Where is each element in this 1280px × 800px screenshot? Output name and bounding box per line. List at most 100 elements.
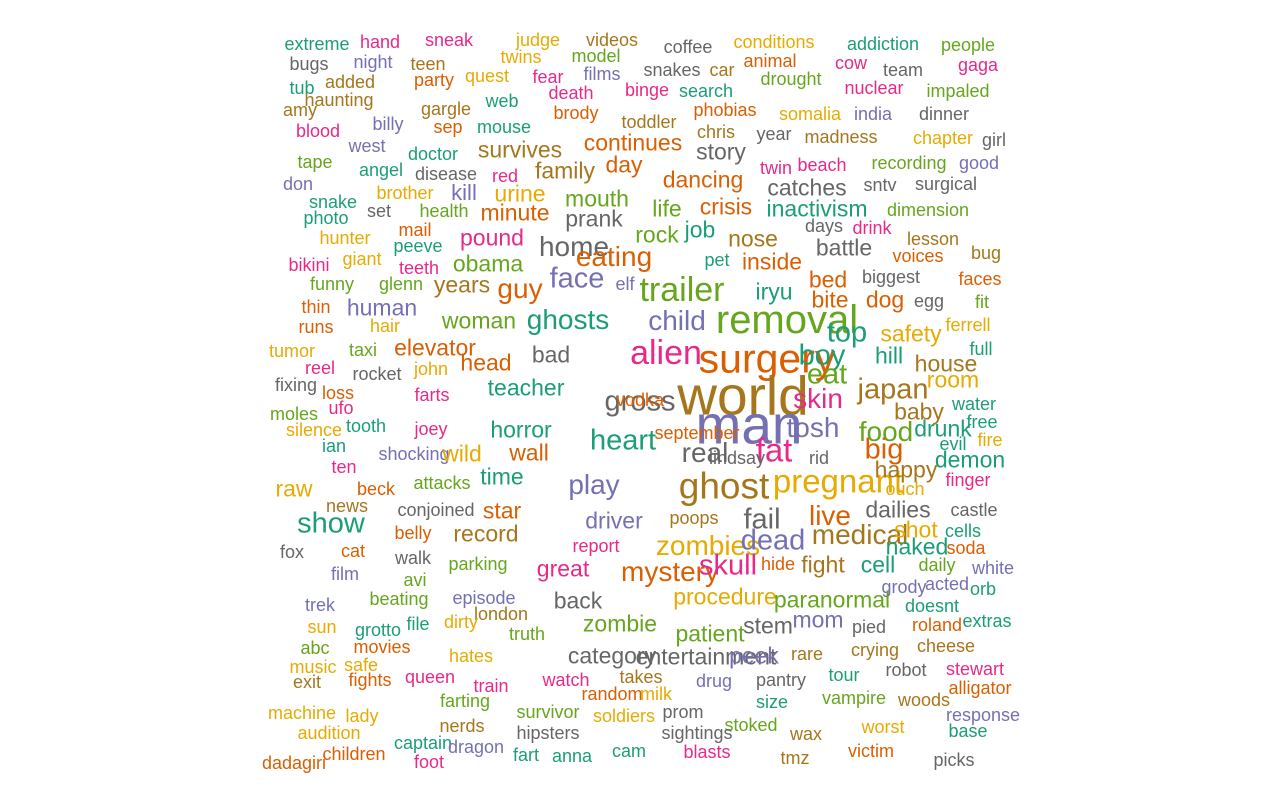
word-drink: drink — [852, 218, 892, 238]
word-prom: prom — [662, 702, 704, 722]
word-mystery: mystery — [621, 556, 719, 587]
word-obama: obama — [452, 250, 524, 277]
word-nuclear: nuclear — [844, 78, 904, 98]
word-episode: episode — [452, 588, 516, 608]
word-lady: lady — [345, 706, 379, 726]
word-raw: raw — [275, 475, 313, 502]
word-cam: cam — [611, 741, 647, 761]
word-play: play — [568, 469, 620, 500]
word-medical: medical — [811, 519, 909, 550]
word-sightings: sightings — [661, 723, 733, 743]
word-ferrell: ferrell — [945, 315, 991, 335]
word-silence: silence — [285, 420, 343, 440]
word-machine: machine — [267, 703, 337, 723]
word-hide: hide — [760, 554, 796, 574]
word-cell: cell — [860, 551, 896, 578]
word-world: world — [677, 364, 809, 427]
word-september: september — [654, 423, 740, 443]
word-fail: fail — [743, 503, 781, 536]
word-time: time — [480, 463, 524, 490]
word-photo: photo — [303, 208, 349, 228]
word-continues: continues — [583, 129, 683, 156]
word-beach: beach — [797, 155, 847, 175]
word-cheese: cheese — [916, 636, 976, 656]
word-bugs: bugs — [289, 54, 329, 74]
word-years: years — [433, 271, 491, 298]
word-entertainment: entertainment — [635, 643, 777, 670]
word-walk: walk — [394, 548, 432, 568]
word-web: web — [485, 91, 519, 111]
word-rocket: rocket — [352, 364, 402, 384]
word-live: live — [808, 500, 852, 531]
word-biggest: biggest — [861, 267, 921, 287]
word-peeve: peeve — [393, 236, 443, 256]
word-year: year — [756, 124, 792, 144]
word-pet: pet — [704, 250, 730, 270]
word-fox: fox — [279, 542, 305, 562]
word-beating: beating — [369, 589, 429, 609]
word-tour: tour — [828, 665, 860, 685]
word-tmz: tmz — [780, 748, 810, 768]
word-somalia: somalia — [778, 104, 842, 124]
word-show: show — [297, 507, 365, 540]
word-stoked: stoked — [724, 715, 778, 735]
word-music: music — [289, 657, 337, 677]
word-file: file — [406, 614, 430, 634]
word-size: size — [755, 692, 789, 712]
word-victim: victim — [848, 741, 894, 761]
word-head: head — [460, 349, 512, 376]
word-battle: battle — [815, 234, 873, 261]
word-base: base — [948, 721, 988, 741]
word-sneak: sneak — [424, 30, 474, 50]
word-catches: catches — [767, 174, 847, 201]
word-brother: brother — [376, 183, 434, 203]
word-dog: dog — [865, 286, 905, 313]
word-pound: pound — [460, 224, 524, 251]
word-inside: inside — [741, 248, 803, 275]
word-boy: boy — [798, 339, 846, 372]
word-billy: billy — [372, 114, 404, 134]
word-zombies: zombies — [655, 530, 761, 561]
word-surgical: surgical — [914, 174, 978, 194]
word-urine: urine — [494, 180, 546, 207]
word-twin: twin — [759, 158, 793, 178]
word-days: days — [804, 216, 844, 236]
word-ian: ian — [321, 436, 347, 456]
word-taxi: taxi — [348, 340, 378, 360]
word-evil: evil — [939, 434, 967, 454]
word-driver: driver — [585, 507, 643, 534]
word-dailies: dailies — [865, 496, 931, 523]
word-audition: audition — [297, 723, 361, 743]
word-random: random — [581, 684, 643, 704]
word-house: house — [914, 350, 978, 377]
word-white: white — [971, 558, 1015, 578]
word-woman: woman — [441, 307, 517, 334]
word-truth: truth — [508, 624, 546, 644]
word-anna: anna — [551, 746, 593, 766]
word-back: back — [553, 587, 603, 614]
word-bikini: bikini — [288, 255, 330, 275]
word-soda: soda — [946, 538, 986, 558]
word-hipsters: hipsters — [516, 723, 580, 743]
word-day: day — [605, 151, 643, 178]
word-blood: blood — [295, 121, 341, 141]
word-rock: rock — [635, 221, 679, 248]
word-fixing: fixing — [274, 375, 318, 395]
word-full: full — [969, 339, 993, 359]
word-film: film — [331, 564, 359, 584]
word-teacher: teacher — [487, 374, 565, 401]
word-toddler: toddler — [621, 112, 677, 132]
word-india: india — [853, 104, 893, 124]
word-safe: safe — [343, 655, 379, 675]
word-angel: angel — [358, 160, 404, 180]
word-people: people — [940, 35, 996, 55]
word-car: car — [709, 60, 735, 80]
word-grody: grody — [881, 577, 927, 597]
word-exit: exit — [292, 672, 322, 692]
word-woods: woods — [897, 690, 951, 710]
word-avi: avi — [403, 570, 427, 590]
word-baby: baby — [894, 398, 944, 425]
word-hates: hates — [448, 646, 494, 666]
word-news: news — [325, 496, 369, 516]
word-fire: fire — [977, 430, 1003, 450]
